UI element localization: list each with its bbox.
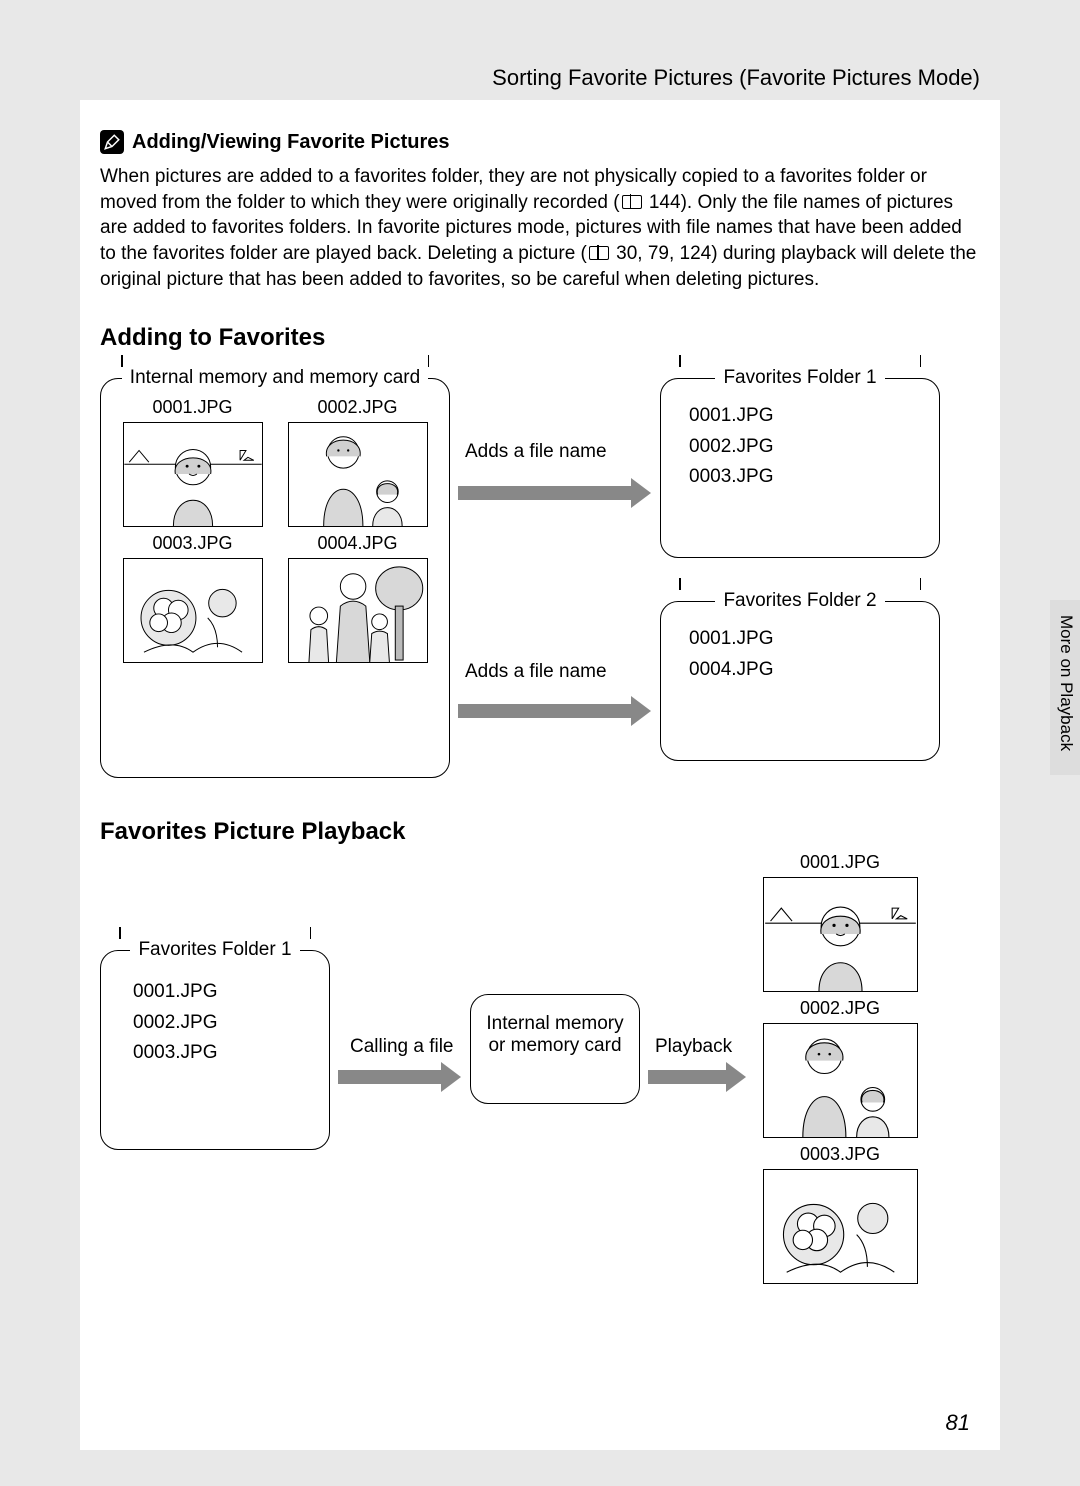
source-box: Internal memory and memory card 0001.JPG… <box>100 378 450 778</box>
thumb: 0003.JPG <box>119 533 266 663</box>
diagram-playback: Favorites Folder 1 0001.JPG 0002.JPG 000… <box>100 860 980 1300</box>
memory-box: Internal memory or memory card <box>470 994 640 1104</box>
diagram-adding: Internal memory and memory card 0001.JPG… <box>100 366 980 786</box>
thumb: 0002.JPG <box>284 397 431 527</box>
note-body: When pictures are added to a favorites f… <box>100 164 980 292</box>
arrow-icon <box>648 1070 728 1084</box>
pencil-icon <box>100 130 124 154</box>
page-content: Sorting Favorite Pictures (Favorite Pict… <box>80 100 1000 1450</box>
note-title-text: Adding/Viewing Favorite Pictures <box>132 131 449 154</box>
thumb: 0003.JPG <box>750 1144 930 1284</box>
file-item: 0004.JPG <box>689 655 911 685</box>
section1-title: Adding to Favorites <box>100 324 980 352</box>
playback-favorites-legend: Favorites Folder 1 <box>130 939 299 960</box>
arrow-label: Calling a file <box>350 1036 454 1058</box>
favorites-folder-2-legend: Favorites Folder 2 <box>715 590 884 611</box>
thumb-label: 0003.JPG <box>750 1144 930 1165</box>
note-ref1: 144 <box>649 192 681 213</box>
page-ref-icon <box>622 195 642 209</box>
arrow-label: Adds a file name <box>465 441 607 463</box>
thumb: 0002.JPG <box>750 998 930 1138</box>
arrow-icon <box>458 486 633 500</box>
thumb-label: 0002.JPG <box>750 998 930 1019</box>
arrow-icon <box>338 1070 443 1084</box>
file-item: 0001.JPG <box>689 624 911 654</box>
thumb-label: 0002.JPG <box>284 397 431 418</box>
arrow-label: Adds a file name <box>465 661 607 683</box>
favorites-folder-1-box: Favorites Folder 1 0001.JPG 0002.JPG 000… <box>660 378 940 558</box>
thumb-label: 0001.JPG <box>119 397 266 418</box>
thumb: 0001.JPG <box>750 852 930 992</box>
section2-title: Favorites Picture Playback <box>100 818 980 846</box>
thumb-label: 0004.JPG <box>284 533 431 554</box>
thumb: 0001.JPG <box>119 397 266 527</box>
source-box-legend: Internal memory and memory card <box>122 367 428 388</box>
thumb-label: 0001.JPG <box>750 852 930 873</box>
side-tab-label: More on Playback <box>1056 615 1076 751</box>
chapter-header: Sorting Favorite Pictures (Favorite Pict… <box>60 65 980 105</box>
file-item: 0002.JPG <box>133 1008 297 1038</box>
note-ref2: 30, 79, 124 <box>616 243 711 264</box>
file-item: 0002.JPG <box>689 432 911 462</box>
file-item: 0001.JPG <box>689 401 911 431</box>
favorites-folder-1-legend: Favorites Folder 1 <box>715 367 884 388</box>
thumb: 0004.JPG <box>284 533 431 663</box>
thumb-label: 0003.JPG <box>119 533 266 554</box>
arrow-icon <box>458 704 633 718</box>
file-item: 0003.JPG <box>133 1038 297 1068</box>
file-item: 0001.JPG <box>133 977 297 1007</box>
arrow-label: Playback <box>655 1036 732 1058</box>
file-item: 0003.JPG <box>689 462 911 492</box>
favorites-folder-2-box: Favorites Folder 2 0001.JPG 0004.JPG <box>660 601 940 761</box>
playback-thumbs: 0001.JPG 0002.JPG 0003.JPG <box>750 852 930 1290</box>
page-number: 81 <box>946 1410 970 1436</box>
page-ref-icon <box>589 246 609 260</box>
playback-favorites-box: Favorites Folder 1 0001.JPG 0002.JPG 000… <box>100 950 330 1150</box>
note-title: Adding/Viewing Favorite Pictures <box>100 130 980 154</box>
